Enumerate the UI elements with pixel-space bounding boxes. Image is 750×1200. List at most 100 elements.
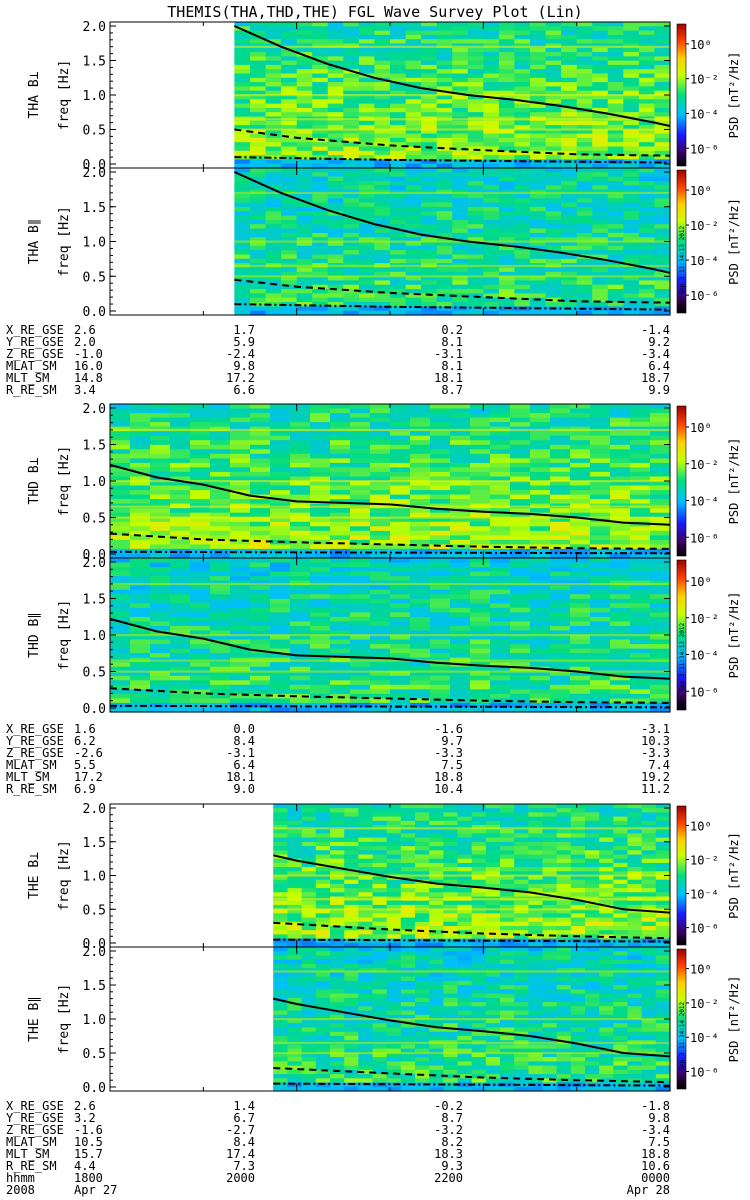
spectrogram-cell [576, 120, 593, 126]
spectrogram-cell [415, 804, 430, 809]
spectrogram-cell [400, 850, 416, 856]
spectrogram-cell [500, 841, 515, 847]
spectrogram-cell [485, 862, 501, 868]
spectrogram-cell [330, 829, 345, 834]
spectrogram-cell [638, 280, 656, 286]
spectrogram-cell [310, 612, 331, 618]
spectrogram-cell [312, 185, 329, 191]
spectrogram-cell [514, 302, 531, 307]
spectrogram-cell [327, 150, 344, 156]
spectrogram-cell [170, 666, 191, 672]
spectrogram-cell [452, 280, 469, 286]
spectrogram-cell [210, 707, 231, 713]
spectrogram-cell [452, 241, 469, 247]
spectrogram-cell [429, 837, 444, 843]
spectrogram-cell [281, 245, 298, 251]
spectrogram-cell [590, 612, 611, 618]
spectrogram-cell [607, 60, 624, 66]
spectrogram-cell [467, 241, 484, 247]
ephemeris-label: X_RE_GSE [6, 323, 64, 337]
spectrogram-cell [592, 198, 609, 204]
spectrogram-cell [599, 888, 614, 893]
spectrogram-cell [452, 206, 469, 212]
spectrogram-cell [390, 95, 407, 100]
spectrogram-cell [421, 241, 438, 247]
spectrogram-cell [510, 526, 531, 532]
spectrogram-cell [250, 594, 271, 600]
spectrogram-cell [390, 99, 407, 105]
spectrogram-cell [190, 671, 211, 677]
spectrogram-cell [170, 707, 191, 713]
spectrogram-cell [627, 871, 643, 877]
spectrogram-cell [405, 276, 422, 281]
spectrogram-cell [410, 607, 431, 613]
spectrogram-cell [457, 904, 473, 910]
spectrogram-cell [450, 671, 471, 677]
spectrogram-cell [641, 858, 657, 864]
spectrogram-cell [452, 86, 469, 92]
y-tick-label: 0.0 [83, 548, 106, 563]
spectrogram-cell [190, 639, 211, 645]
spectrogram-cell [358, 181, 376, 186]
spectrogram-cell [296, 30, 313, 36]
spectrogram-cell [190, 562, 211, 568]
spectrogram-cell [370, 585, 391, 591]
spectrogram-cell [386, 804, 402, 809]
spectrogram-cell [500, 804, 515, 809]
spectrogram-cell [265, 95, 282, 100]
spectrogram-cell [654, 211, 671, 217]
spectrogram-cell [610, 440, 631, 446]
spectrogram-cell [130, 689, 151, 695]
spectrogram-cell [358, 879, 374, 885]
spectrogram-cell [570, 521, 591, 527]
spectrogram-cell [330, 526, 351, 532]
spectrogram-cell [343, 267, 360, 273]
spectrogram-cell [638, 107, 656, 113]
spectrogram-cell [510, 422, 531, 428]
spectrogram-cell [421, 107, 438, 113]
spectrogram-cell [641, 850, 657, 856]
spectrogram-cell [570, 453, 591, 459]
spectrogram-cell [415, 871, 430, 877]
spectrogram-cell [545, 206, 562, 212]
spectrogram-cell [655, 829, 671, 834]
spectrogram-cell [130, 485, 151, 491]
spectrogram-cell [561, 129, 578, 135]
spectrogram-cell [528, 917, 544, 923]
ephemeris-value: 10.3 [641, 734, 670, 748]
spectrogram-cell [590, 635, 611, 641]
spectrogram-cell [234, 271, 251, 277]
spectrogram-cell [370, 612, 391, 618]
spectrogram-cell [561, 284, 578, 290]
spectrogram-cell [530, 198, 547, 204]
spectrogram-cell [623, 150, 640, 156]
spectrogram-cell [190, 521, 211, 527]
spectrogram-cell [570, 526, 591, 532]
spectrogram-cell [530, 693, 551, 699]
spectrogram-cell [470, 453, 491, 459]
spectrogram-cell [250, 499, 271, 505]
spectrogram-cell [471, 850, 487, 856]
spectrogram-cell [210, 594, 231, 600]
spectrogram-cell [470, 689, 491, 695]
spectrogram-cell [370, 576, 391, 582]
spectrogram-cell [296, 137, 313, 143]
spectrogram-cell [410, 680, 431, 686]
spectrogram-cell [623, 120, 640, 126]
spectrogram-cell [570, 829, 586, 834]
spectrogram-cell [350, 625, 371, 631]
spectrogram-cell [436, 82, 453, 87]
spectrogram-cell [452, 211, 469, 217]
spectrogram-cell [296, 185, 313, 191]
spectrogram-cell [490, 680, 511, 686]
spectrogram-cell [550, 517, 571, 523]
spectrogram-cell [234, 224, 251, 230]
spectrogram-cell [327, 228, 344, 234]
spectrogram-cell [327, 258, 344, 264]
spectrogram-cell [310, 490, 331, 496]
spectrogram-cell [230, 612, 251, 618]
spectrogram-cell [592, 181, 609, 186]
spectrogram-cell [270, 653, 291, 659]
spectrogram-cell [430, 603, 451, 609]
spectrogram-cell [483, 56, 500, 62]
